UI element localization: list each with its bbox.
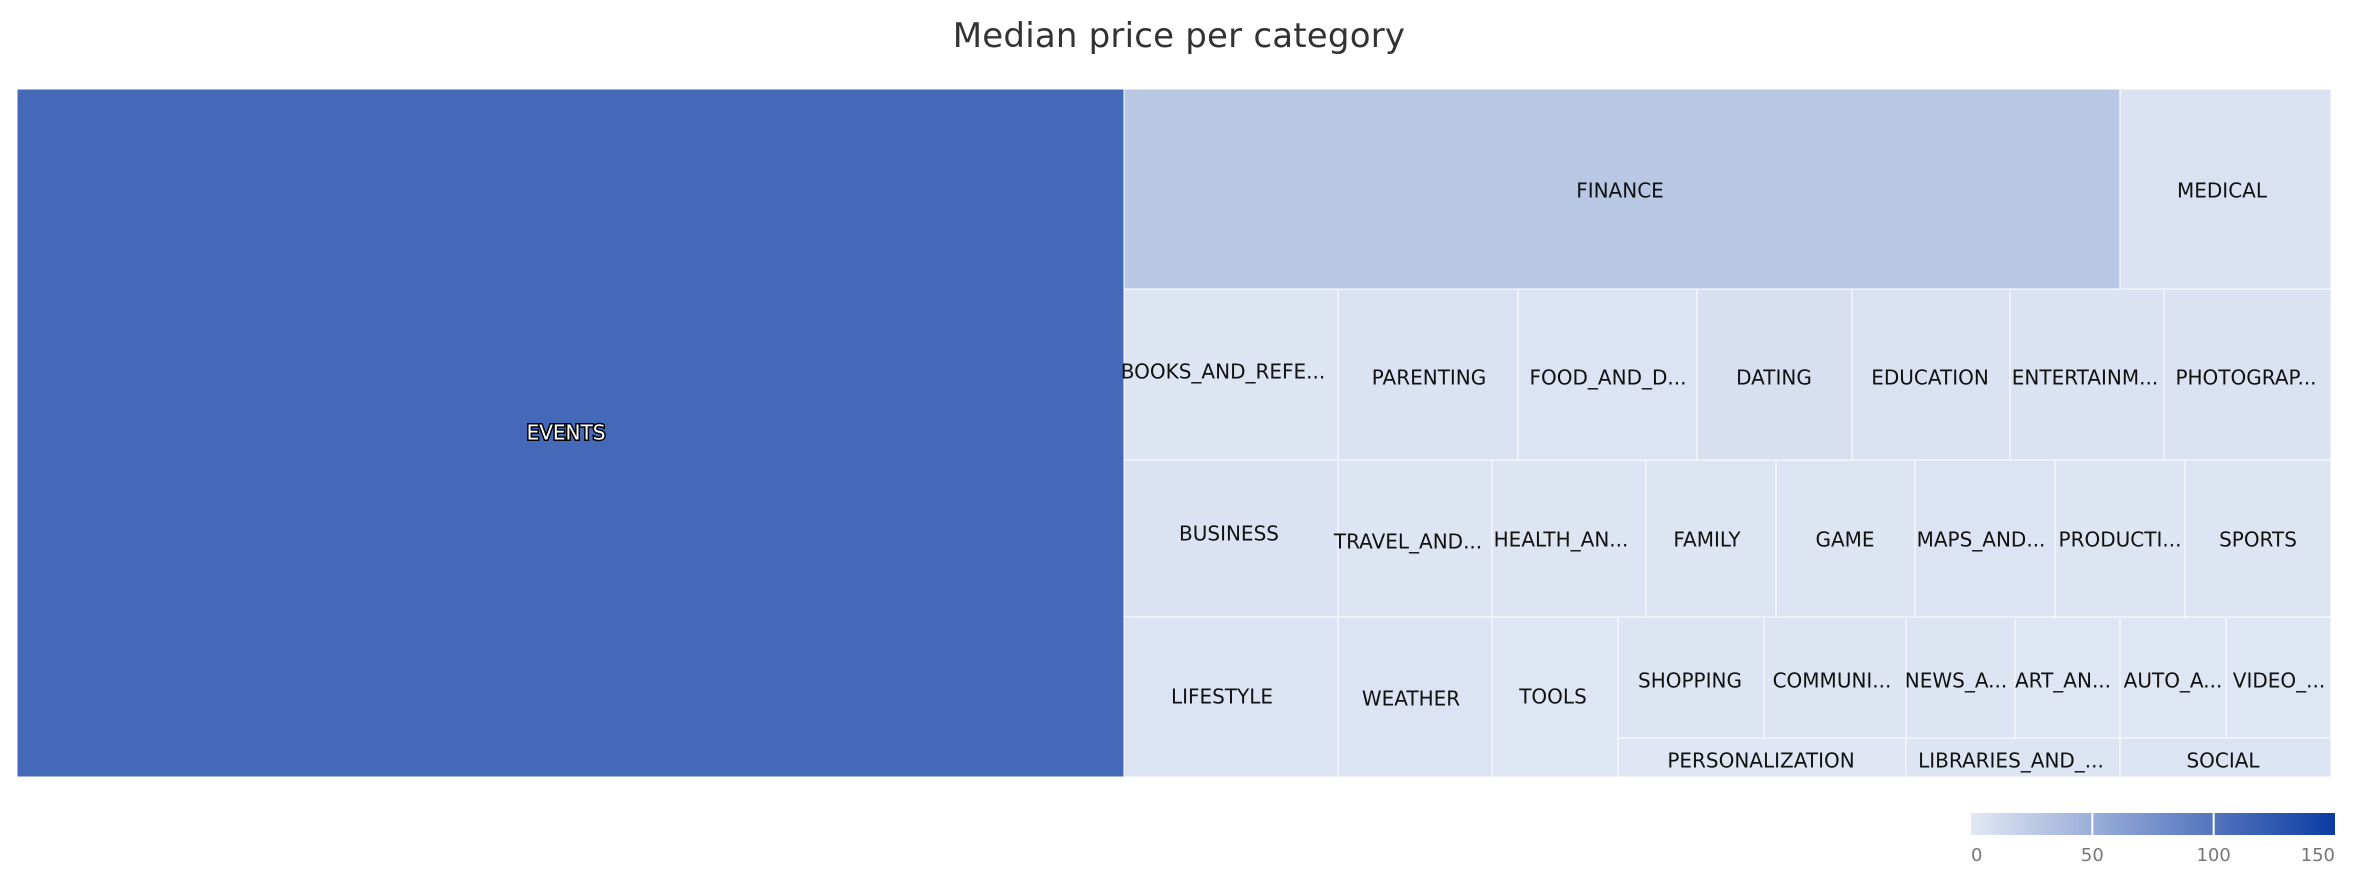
colorbar-tick-label-50: 50 xyxy=(2081,845,2104,866)
tile-label-producti: PRODUCTI... xyxy=(2059,528,2182,552)
tile-dating[interactable] xyxy=(1696,288,1853,461)
tile-sports[interactable] xyxy=(2184,459,2332,618)
tile-label-weather: WEATHER xyxy=(1362,687,1460,711)
tile-travel-and[interactable] xyxy=(1337,459,1493,618)
tile-social[interactable] xyxy=(2119,737,2332,778)
tile-label-travel-and: TRAVEL_AND... xyxy=(1333,530,1482,554)
tile-lifestyle[interactable] xyxy=(1123,616,1339,778)
tile-label-business: BUSINESS xyxy=(1179,522,1279,546)
colorbar-tick-label-0: 0 xyxy=(1971,845,1982,866)
tile-label-photograp: PHOTOGRAP... xyxy=(2175,366,2316,390)
tile-label-entertainm: ENTERTAINM... xyxy=(2012,366,2158,390)
colorbar-ticks: 0 50 100 150 xyxy=(1971,813,2335,866)
colorbar-legend: 0 50 100 150 xyxy=(1971,813,2335,866)
tile-producti[interactable] xyxy=(2054,459,2186,618)
tile-label-art-an: ART_AN... xyxy=(2015,669,2111,693)
tile-art-an[interactable] xyxy=(2014,616,2121,739)
tile-label-tools: TOOLS xyxy=(1518,685,1587,709)
tile-label-shopping: SHOPPING xyxy=(1638,669,1742,693)
colorbar-gradient xyxy=(1971,813,2335,835)
tile-label-lifestyle: LIFESTYLE xyxy=(1171,685,1273,709)
treemap-labels: EVENTS FINANCE MEDICAL BOOKS_AND_REFE... PAR… xyxy=(525,179,2325,773)
tile-finance[interactable] xyxy=(1123,88,2121,290)
tile-label-video: VIDEO_... xyxy=(2233,669,2325,693)
treemap-tiles xyxy=(16,88,2332,778)
tile-label-game: GAME xyxy=(1815,528,1874,552)
tile-family[interactable] xyxy=(1645,459,1777,618)
tile-game[interactable] xyxy=(1775,459,1916,618)
tile-label-events: EVENTS xyxy=(527,421,606,445)
tile-shopping[interactable] xyxy=(1617,616,1765,739)
tile-label-dating: DATING xyxy=(1736,366,1812,390)
tile-label-communi: COMMUNI... xyxy=(1773,669,1892,693)
tile-label-food-and-d: FOOD_AND_D... xyxy=(1530,366,1687,390)
tile-maps-and[interactable] xyxy=(1914,459,2056,618)
tile-label-social: SOCIAL xyxy=(2186,749,2260,773)
tile-video[interactable] xyxy=(2225,616,2332,739)
tile-label-medical: MEDICAL xyxy=(2177,179,2268,203)
tile-label-maps-and: MAPS_AND... xyxy=(1917,528,2046,552)
colorbar-tick-label-100: 100 xyxy=(2196,845,2230,866)
tile-label-news-a: NEWS_A... xyxy=(1905,669,2007,693)
tile-label-education: EDUCATION xyxy=(1871,366,1989,390)
tile-news-a[interactable] xyxy=(1905,616,2016,739)
tile-label-finance: FINANCE xyxy=(1576,179,1664,203)
tile-label-family: FAMILY xyxy=(1673,528,1741,552)
tile-label-health-an: HEALTH_AN... xyxy=(1494,528,1629,552)
tile-label-personalization: PERSONALIZATION xyxy=(1667,749,1854,773)
tile-education[interactable] xyxy=(1851,288,2011,461)
tile-tools[interactable] xyxy=(1491,616,1619,778)
tile-weather[interactable] xyxy=(1337,616,1493,778)
tile-events[interactable] xyxy=(16,88,1125,778)
tile-label-libraries-and: LIBRARIES_AND_... xyxy=(1918,749,2104,773)
tile-libraries-and[interactable] xyxy=(1905,737,2121,778)
tile-label-auto-a: AUTO_A... xyxy=(2124,669,2223,693)
tile-food-and-d[interactable] xyxy=(1517,288,1698,461)
tile-entertainm[interactable] xyxy=(2009,288,2165,461)
chart-title: Median price per category xyxy=(952,16,1406,56)
colorbar-tick-label-150: 150 xyxy=(2301,845,2335,866)
tile-label-books-and-refe: BOOKS_AND_REFE... xyxy=(1121,360,1325,384)
tile-communi[interactable] xyxy=(1763,616,1907,739)
tile-photograp[interactable] xyxy=(2163,288,2332,461)
tile-label-sports: SPORTS xyxy=(2219,528,2297,552)
tile-medical[interactable] xyxy=(2119,88,2332,290)
tile-books-and-refe[interactable] xyxy=(1123,288,1339,461)
tile-health-an[interactable] xyxy=(1491,459,1647,618)
tile-auto-a[interactable] xyxy=(2119,616,2227,739)
tile-label-parenting: PARENTING xyxy=(1372,366,1487,390)
